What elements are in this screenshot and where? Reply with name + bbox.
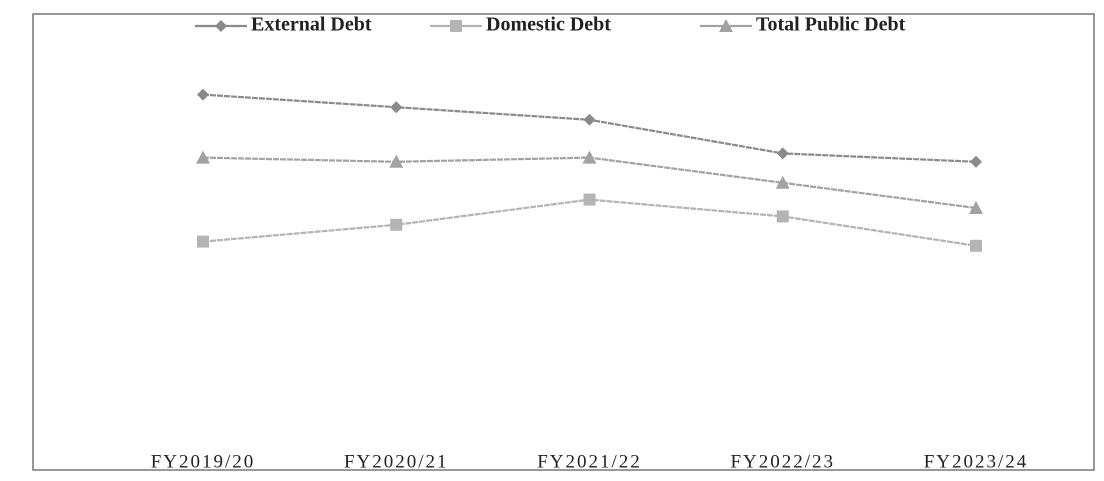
x-tick-label: FY2022/23 bbox=[730, 451, 835, 472]
legend-label: External Debt bbox=[251, 14, 372, 36]
marker bbox=[776, 147, 789, 160]
marker bbox=[390, 101, 403, 114]
legend-label: Total Public Debt bbox=[756, 14, 906, 36]
marker bbox=[450, 20, 462, 32]
marker bbox=[970, 239, 982, 252]
marker bbox=[583, 193, 596, 206]
marker bbox=[775, 175, 790, 189]
marker bbox=[389, 154, 404, 168]
marker bbox=[197, 235, 209, 248]
marker bbox=[969, 201, 983, 214]
frame bbox=[32, 13, 1095, 471]
marker bbox=[215, 20, 227, 32]
series-line bbox=[202, 198, 977, 247]
marker bbox=[582, 150, 597, 164]
marker bbox=[197, 88, 209, 101]
x-tick-label: FY2023/24 bbox=[924, 451, 1029, 472]
x-tick-label: FY2020/21 bbox=[344, 451, 449, 472]
marker bbox=[390, 218, 403, 231]
legend-label: Domestic Debt bbox=[486, 14, 611, 36]
marker bbox=[719, 19, 733, 32]
marker bbox=[776, 210, 789, 223]
x-tick-label: FY2019/20 bbox=[151, 451, 256, 472]
marker bbox=[583, 113, 596, 126]
x-tick-label: FY2021/22 bbox=[537, 451, 642, 472]
marker bbox=[196, 150, 210, 164]
marker bbox=[970, 155, 982, 168]
